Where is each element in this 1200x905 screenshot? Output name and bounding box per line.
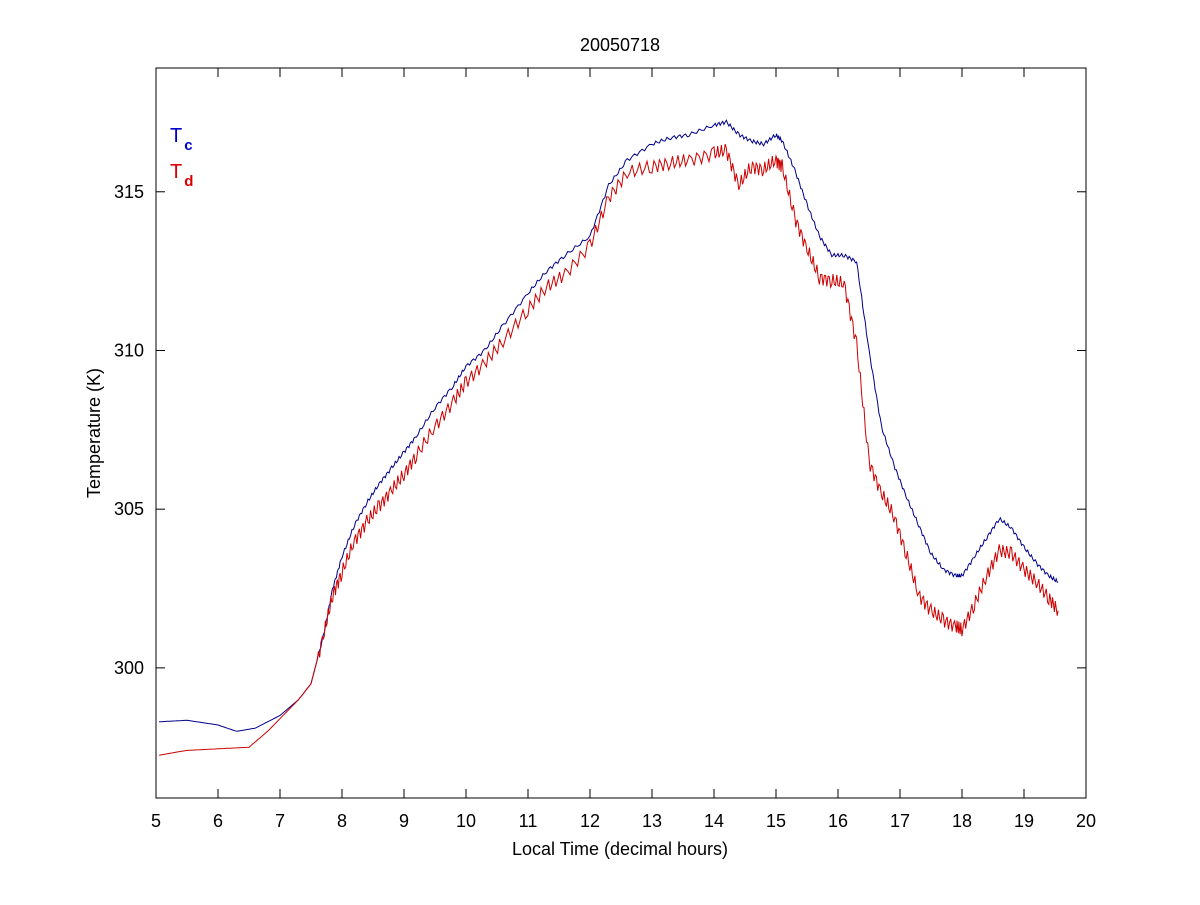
series-line-2 bbox=[159, 143, 1059, 756]
y-tick-label: 315 bbox=[114, 182, 144, 202]
series-line-1 bbox=[159, 119, 1059, 732]
x-axis-label: Local Time (decimal hours) bbox=[512, 839, 728, 859]
x-tick-label: 10 bbox=[456, 811, 476, 831]
chart-title: 20050718 bbox=[580, 35, 660, 55]
x-tick-label: 7 bbox=[275, 811, 285, 831]
x-tick-label: 6 bbox=[213, 811, 223, 831]
x-tick-label: 15 bbox=[766, 811, 786, 831]
x-tick-label: 18 bbox=[952, 811, 972, 831]
series-layer bbox=[159, 119, 1059, 756]
x-tick-label: 13 bbox=[642, 811, 662, 831]
x-tick-label: 8 bbox=[337, 811, 347, 831]
x-tick-label: 14 bbox=[704, 811, 724, 831]
x-tick-label: 17 bbox=[890, 811, 910, 831]
x-tick-label: 20 bbox=[1076, 811, 1096, 831]
x-tick-label: 19 bbox=[1014, 811, 1034, 831]
x-tick-label: 12 bbox=[580, 811, 600, 831]
y-tick-label: 305 bbox=[114, 499, 144, 519]
x-tick-label: 11 bbox=[519, 811, 538, 831]
x-tick-label: 16 bbox=[828, 811, 848, 831]
axis-ticks: 5 6 7 8 9 10 11 12 13 14 15 16 17 18 19 20 300 305 310 315 bbox=[114, 68, 1096, 831]
y-tick-label: 310 bbox=[114, 340, 144, 360]
x-tick-label: 5 bbox=[151, 811, 161, 831]
y-axis-label: Temperature (K) bbox=[84, 368, 104, 498]
plot-area-frame bbox=[155, 67, 1087, 799]
x-tick-label: 9 bbox=[399, 811, 409, 831]
y-tick-label: 300 bbox=[114, 658, 144, 678]
